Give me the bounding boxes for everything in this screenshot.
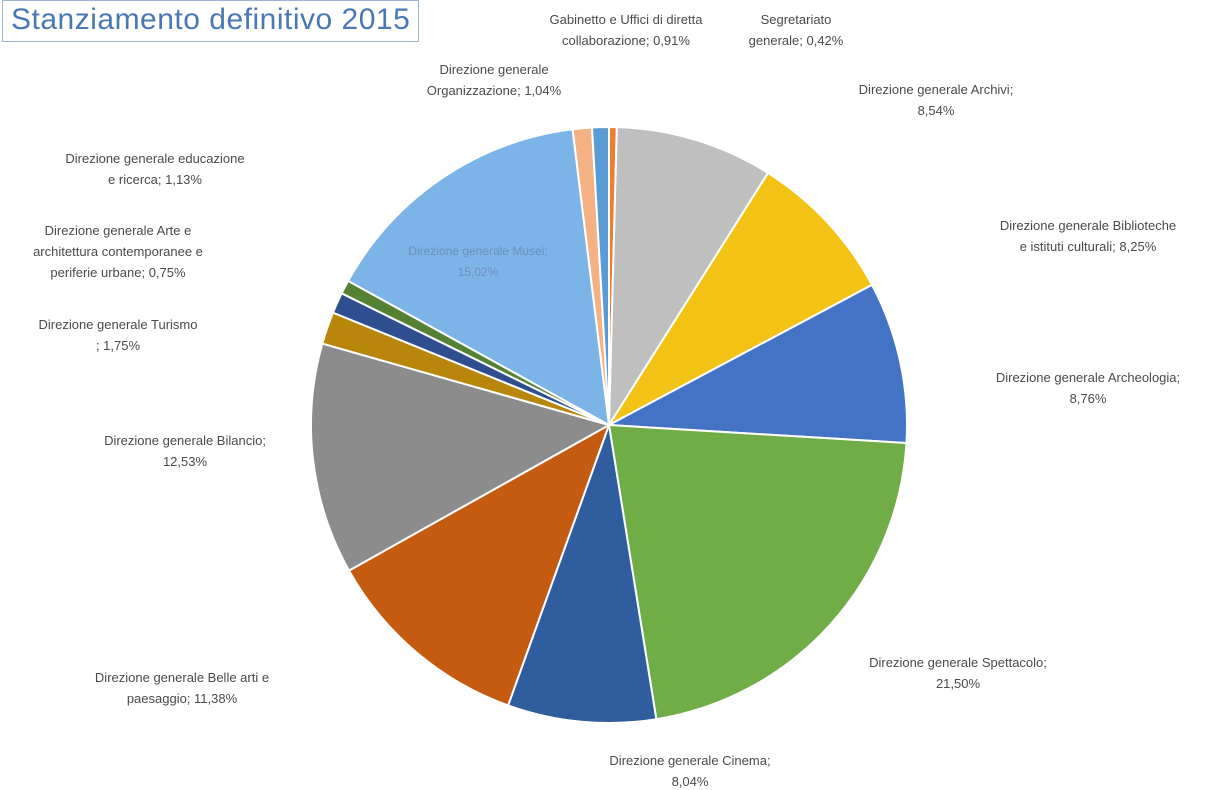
slice-label-direzione-generale-educazione-e-ricerca: Direzione generale educazione e ricerca; …	[65, 151, 244, 187]
pie-slice-direzione-generale-biblioteche-e-istituti-culturali	[606, 171, 874, 428]
pie-slice-direzione-generale-belle-arti-e-paesaggio	[347, 422, 611, 707]
chart-title: Stanziamento definitivo 2015	[11, 3, 411, 36]
slice-label-direzione-generale-biblioteche-e-istituti-culturali: Direzione generale Biblioteche e istituti…	[1000, 218, 1176, 254]
pie-slice-direzione-generale-bilancio	[310, 342, 612, 572]
pie-slice-direzione-generale-musei	[346, 128, 611, 427]
slice-label-direzione-generale-musei: Direzione generale Musei; 15,02%	[408, 244, 547, 279]
pie-slice-direzione-generale-archeologia	[605, 283, 908, 445]
pie-slice-direzione-generale-archivi	[607, 126, 770, 429]
slice-label-gabinetto-e-uffici-di-diretta-collaborazione: Gabinetto e Uffici di diretta collaborazi…	[550, 12, 704, 48]
slice-label-direzione-generale-organizzazione: Direzione generale Organizzazione; 1,04%	[427, 62, 562, 98]
slice-label-direzione-generale-spettacolo: Direzione generale Spettacolo; 21,50%	[869, 655, 1047, 691]
slice-label-segretariato-generale: Segretariato generale; 0,42%	[749, 12, 844, 48]
pie-slice-direzione-generale-cinema	[506, 424, 658, 724]
pie-slices	[310, 125, 908, 724]
slice-label-direzione-generale-archeologia: Direzione generale Archeologia; 8,76%	[996, 370, 1180, 406]
slice-label-direzione-generale-turismo: Direzione generale Turismo; 1,75%	[39, 317, 198, 353]
pie-labels: Segretariato generale; 0,42% Direzione gen…	[33, 12, 1180, 789]
pie-slice-gabinetto-e-uffici-di-diretta-collaborazione	[590, 125, 610, 426]
pie-slice-direzione-generale-spettacolo	[607, 423, 908, 721]
slice-label-direzione-generale-archivi: Direzione generale Archivi; 8,54%	[859, 82, 1014, 118]
chart-title-box: Stanziamento definitivo 2015	[2, 0, 420, 42]
slice-label-direzione-generale-bilancio: Direzione generale Bilancio; 12,53%	[104, 433, 266, 469]
slice-label-direzione-generale-belle-arti-e-paesaggio: Direzione generale Belle arti e paesaggio…	[95, 670, 269, 706]
slice-label-direzione-generale-cinema: Direzione generale Cinema; 8,04%	[609, 753, 770, 789]
slice-label-direzione-generale-arte-e-architettura-contemporanee-e-periferie-urbane: Direzione generale Arte e architettura co…	[33, 223, 203, 280]
